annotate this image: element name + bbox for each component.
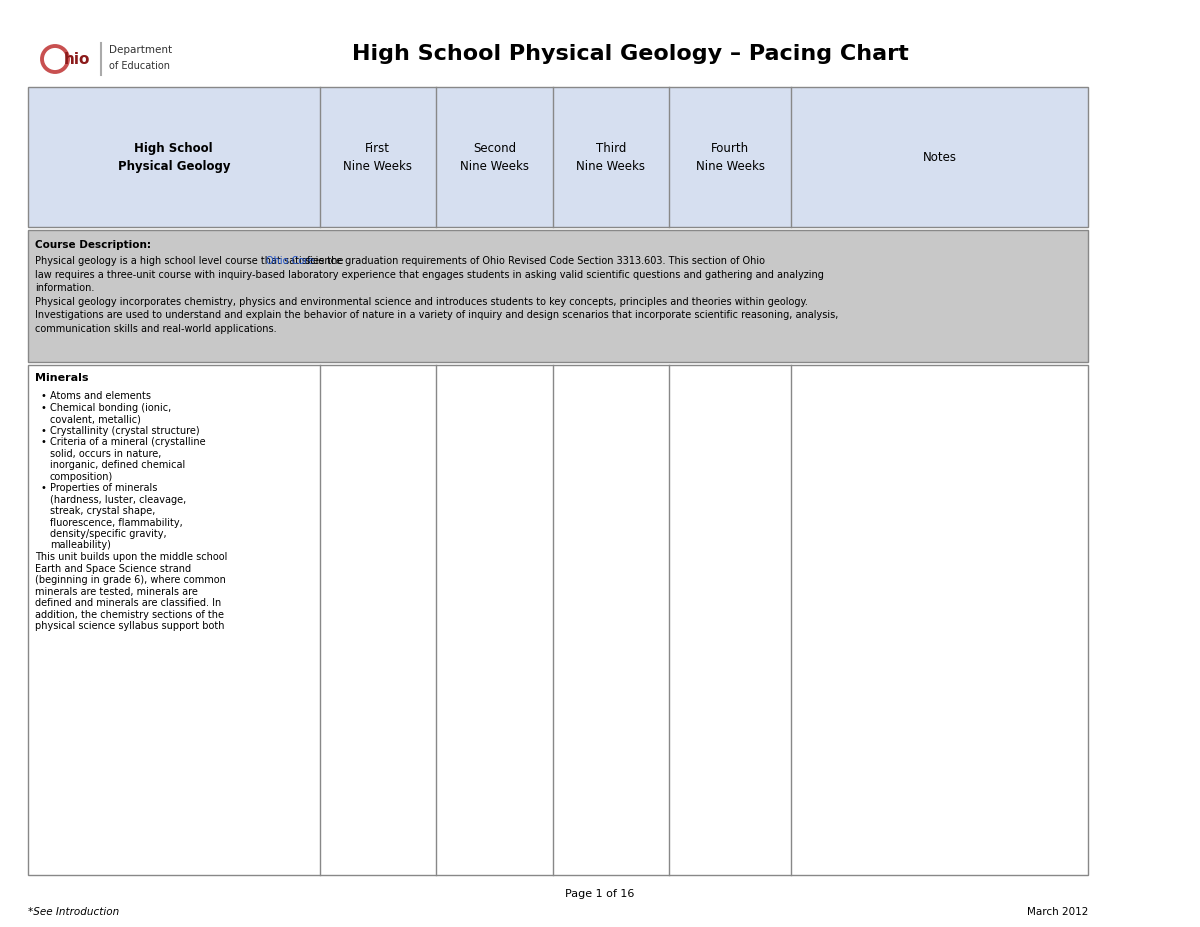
Text: Crystallinity (crystal structure): Crystallinity (crystal structure)	[50, 425, 199, 436]
Text: This unit builds upon the middle school: This unit builds upon the middle school	[35, 552, 227, 562]
Text: •: •	[41, 391, 47, 401]
Text: Physical geology is a high school level course that satisfies the: Physical geology is a high school level …	[35, 256, 347, 266]
Text: communication skills and real-world applications.: communication skills and real-world appl…	[35, 324, 277, 334]
Text: March 2012: March 2012	[1027, 907, 1088, 917]
Text: Ohio Core: Ohio Core	[266, 256, 314, 266]
Text: addition, the chemistry sections of the: addition, the chemistry sections of the	[35, 609, 224, 619]
Text: High School Physical Geology – Pacing Chart: High School Physical Geology – Pacing Ch…	[352, 44, 908, 64]
Text: fluorescence, flammability,: fluorescence, flammability,	[50, 517, 182, 527]
Text: •: •	[41, 437, 47, 447]
Text: High School
Physical Geology: High School Physical Geology	[118, 142, 230, 172]
Text: covalent, metallic): covalent, metallic)	[50, 414, 140, 424]
Text: law requires a three-unit course with inquiry-based laboratory experience that e: law requires a three-unit course with in…	[35, 270, 824, 280]
Text: information.: information.	[35, 283, 95, 293]
Text: Chemical bonding (ionic,: Chemical bonding (ionic,	[50, 402, 172, 413]
Text: Earth and Space Science strand: Earth and Space Science strand	[35, 564, 191, 574]
Text: Investigations are used to understand and explain the behavior of nature in a va: Investigations are used to understand an…	[35, 310, 839, 320]
Text: Physical geology incorporates chemistry, physics and environmental science and i: Physical geology incorporates chemistry,…	[35, 297, 808, 307]
Text: physical science syllabus support both: physical science syllabus support both	[35, 621, 224, 631]
Text: density/specific gravity,: density/specific gravity,	[50, 529, 167, 539]
Text: Properties of minerals: Properties of minerals	[50, 483, 157, 493]
Text: Criteria of a mineral (crystalline: Criteria of a mineral (crystalline	[50, 437, 205, 447]
Text: •: •	[41, 425, 47, 436]
Text: hio: hio	[64, 52, 90, 67]
Text: (beginning in grade 6), where common: (beginning in grade 6), where common	[35, 575, 226, 585]
Bar	[28, 230, 1088, 362]
Text: malleability): malleability)	[50, 540, 110, 551]
Text: inorganic, defined chemical: inorganic, defined chemical	[50, 460, 185, 470]
Text: minerals are tested, minerals are: minerals are tested, minerals are	[35, 587, 198, 596]
Text: Course Description:: Course Description:	[35, 240, 151, 250]
Text: composition): composition)	[50, 472, 113, 481]
Text: Atoms and elements: Atoms and elements	[50, 391, 151, 401]
Text: •: •	[41, 402, 47, 413]
Text: Third
Nine Weeks: Third Nine Weeks	[576, 142, 646, 172]
Text: streak, crystal shape,: streak, crystal shape,	[50, 506, 155, 516]
Bar	[28, 87, 1088, 227]
Text: Second
Nine Weeks: Second Nine Weeks	[460, 142, 529, 172]
Text: science graduation requirements of Ohio Revised Code Section 3313.603. This sect: science graduation requirements of Ohio …	[302, 256, 766, 266]
Text: Notes: Notes	[923, 150, 956, 163]
Text: Minerals: Minerals	[35, 373, 89, 383]
Text: defined and minerals are classified. In: defined and minerals are classified. In	[35, 598, 221, 608]
Text: (hardness, luster, cleavage,: (hardness, luster, cleavage,	[50, 494, 186, 504]
Bar	[28, 365, 1088, 875]
Text: •: •	[41, 483, 47, 493]
Text: First
Nine Weeks: First Nine Weeks	[343, 142, 413, 172]
Text: Department: Department	[109, 45, 172, 55]
Text: Fourth
Nine Weeks: Fourth Nine Weeks	[696, 142, 764, 172]
Text: Page 1 of 16: Page 1 of 16	[565, 889, 635, 899]
Text: of Education: of Education	[109, 61, 170, 71]
Text: solid, occurs in nature,: solid, occurs in nature,	[50, 449, 161, 459]
Text: *See Introduction: *See Introduction	[28, 907, 119, 917]
